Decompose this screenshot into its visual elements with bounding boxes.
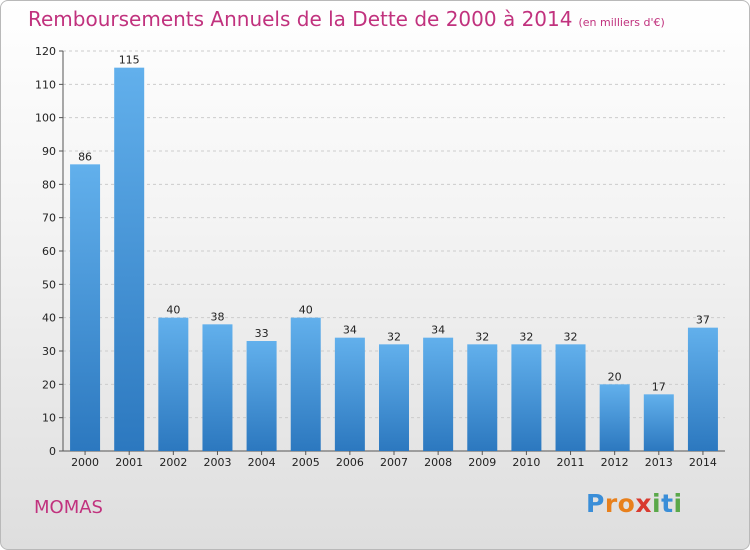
x-tick-label: 2012 bbox=[601, 456, 629, 469]
bar-value-label: 20 bbox=[608, 370, 622, 383]
y-tick-label: 110 bbox=[35, 78, 56, 91]
bar bbox=[467, 344, 498, 451]
bar-value-label: 115 bbox=[119, 54, 140, 67]
x-tick-label: 2004 bbox=[248, 456, 276, 469]
bar bbox=[643, 394, 674, 451]
bar-value-label: 17 bbox=[652, 380, 666, 393]
bar-value-label: 33 bbox=[255, 327, 269, 340]
x-tick-label: 2011 bbox=[557, 456, 585, 469]
bar bbox=[70, 164, 101, 452]
town-name: MOMAS bbox=[34, 497, 103, 518]
y-tick-label: 100 bbox=[35, 112, 56, 125]
proxiti-logo: Proxiti bbox=[586, 489, 683, 518]
bar bbox=[687, 327, 718, 451]
bar bbox=[246, 341, 277, 451]
x-tick-label: 2007 bbox=[380, 456, 408, 469]
bar bbox=[114, 67, 145, 452]
y-tick-label: 90 bbox=[42, 145, 56, 158]
chart-title-text: Remboursements Annuels de la Dette de 20… bbox=[28, 7, 573, 31]
y-tick-label: 10 bbox=[42, 412, 56, 425]
y-tick-label: 80 bbox=[42, 178, 56, 191]
bar-value-label: 38 bbox=[210, 310, 224, 323]
x-tick-label: 2001 bbox=[115, 456, 143, 469]
y-tick-label: 70 bbox=[42, 212, 56, 225]
chart-unit: (en milliers d'€) bbox=[578, 16, 665, 29]
bar-value-label: 32 bbox=[564, 330, 578, 343]
bar bbox=[290, 317, 321, 451]
bar-value-label: 86 bbox=[78, 150, 92, 163]
logo-letter: r bbox=[604, 489, 618, 518]
bar-value-label: 40 bbox=[166, 304, 180, 317]
y-tick-label: 50 bbox=[42, 278, 56, 291]
x-tick-label: 2002 bbox=[159, 456, 187, 469]
bar bbox=[555, 344, 586, 451]
logo-letter: o bbox=[617, 489, 636, 518]
y-tick-label: 40 bbox=[42, 312, 56, 325]
bar-value-label: 34 bbox=[431, 324, 445, 337]
bar-value-label: 37 bbox=[696, 314, 710, 327]
bar bbox=[423, 337, 454, 451]
x-tick-label: 2000 bbox=[71, 456, 99, 469]
y-tick-label: 0 bbox=[49, 445, 56, 458]
x-tick-label: 2006 bbox=[336, 456, 364, 469]
logo-letter: i bbox=[652, 489, 662, 518]
x-tick-label: 2003 bbox=[203, 456, 231, 469]
y-tick-label: 20 bbox=[42, 378, 56, 391]
chart-title: Remboursements Annuels de la Dette de 20… bbox=[28, 7, 665, 31]
y-tick-label: 60 bbox=[42, 245, 56, 258]
y-tick-label: 120 bbox=[35, 45, 56, 58]
y-tick-label: 30 bbox=[42, 345, 56, 358]
bar-value-label: 40 bbox=[299, 304, 313, 317]
x-tick-label: 2009 bbox=[468, 456, 496, 469]
x-tick-label: 2014 bbox=[689, 456, 717, 469]
bar-value-label: 32 bbox=[519, 330, 533, 343]
x-tick-label: 2008 bbox=[424, 456, 452, 469]
x-tick-label: 2005 bbox=[292, 456, 320, 469]
logo-letter: i bbox=[673, 489, 683, 518]
logo-letter: x bbox=[635, 489, 652, 518]
bar-value-label: 32 bbox=[387, 330, 401, 343]
x-tick-label: 2013 bbox=[645, 456, 673, 469]
bar bbox=[202, 324, 233, 451]
logo-letter: t bbox=[661, 489, 674, 518]
bar bbox=[599, 384, 630, 451]
bar bbox=[158, 317, 189, 451]
bar-value-label: 32 bbox=[475, 330, 489, 343]
bar bbox=[511, 344, 542, 451]
logo-letter: P bbox=[586, 489, 605, 518]
bar bbox=[379, 344, 409, 451]
bar-value-label: 34 bbox=[343, 324, 357, 337]
bar bbox=[334, 337, 365, 451]
x-tick-label: 2010 bbox=[512, 456, 540, 469]
